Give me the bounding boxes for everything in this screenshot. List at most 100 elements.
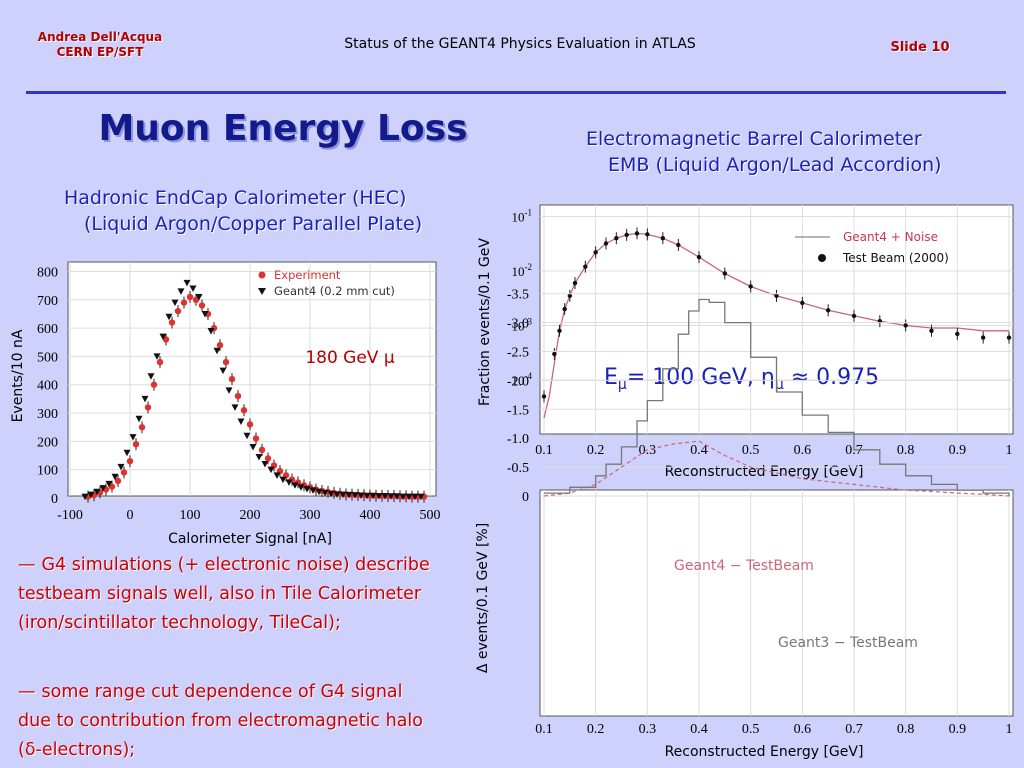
legend-marker-testbeam (818, 254, 826, 262)
experiment-point (180, 299, 188, 306)
testbeam-point (696, 254, 702, 260)
x-tick-label: 500 (420, 508, 441, 523)
geant4-point (267, 466, 275, 474)
hec-plot-area (67, 261, 437, 497)
geant4-point (129, 434, 137, 441)
testbeam-point (929, 328, 934, 333)
y-tick-label: 600 (37, 322, 58, 337)
geant4-point (399, 493, 407, 501)
geant4-point (135, 415, 143, 423)
author-affiliation: CERN EP/SFT (56, 45, 144, 59)
y-tick-label: -2.5 (507, 346, 529, 361)
geant4-point (249, 444, 257, 451)
geant4-point (99, 485, 107, 492)
y-tick-label: -3.5 (507, 288, 529, 303)
x-tick-label: 300 (300, 508, 321, 523)
testbeam-point (851, 313, 857, 319)
geant4-point (387, 493, 395, 500)
geant4-point (273, 472, 281, 479)
bullet-item: — G4 simulations (+ electronic noise) des… (18, 551, 438, 638)
experiment-point (168, 319, 176, 326)
testbeam-point (800, 300, 805, 306)
x-tick-label: 400 (360, 508, 381, 523)
testbeam-point (603, 241, 609, 246)
y-tick-label: 700 (37, 294, 58, 309)
testbeam-point (955, 331, 960, 337)
slide-title: Muon Energy Loss (98, 108, 468, 149)
experiment-point (126, 457, 134, 465)
bullet-text: G4 simulations (+ electronic noise) desc… (18, 555, 430, 633)
x-tick-label: 0.3 (639, 722, 657, 737)
x-tick-label: 0.8 (897, 443, 915, 458)
emb-plot-area (539, 204, 1014, 435)
bullet-dash: — (18, 555, 36, 575)
experiment-point (114, 477, 122, 485)
delta-plot-area (539, 489, 1014, 717)
geant4-point (327, 490, 335, 498)
experiment-point (108, 483, 116, 490)
y-axis-label: Events/10 nA (10, 329, 26, 422)
geant4-point (201, 310, 209, 318)
geant4-point (255, 453, 263, 461)
geant4-point (93, 488, 101, 496)
x-tick-label: 0.8 (897, 722, 915, 737)
experiment-point (144, 404, 152, 411)
y-tick-label: -1.5 (507, 403, 529, 418)
hec-signal-chart: -100 0 100 200 300 400 50001002003004005006007… (10, 261, 441, 547)
experiment-point (252, 435, 260, 442)
geant4-point (225, 387, 233, 394)
testbeam-point (557, 328, 562, 333)
header-title: Status of the GEANT4 Physics Evaluation … (344, 36, 696, 52)
y-tick-label: 10-3 (512, 317, 533, 334)
experiment-point (150, 381, 158, 388)
x-tick-label: 0.2 (587, 722, 605, 737)
geant4-point (195, 293, 203, 301)
author-name: Andrea Dell'Acqua (37, 30, 163, 44)
y-tick-label: 800 (37, 265, 58, 280)
geant4-point (105, 480, 113, 488)
left-subtitle-line-1: Hadronic EndCap Calorimeter (HEC) (64, 187, 407, 209)
x-tick-label: 0.5 (742, 443, 760, 458)
testbeam-point (903, 323, 908, 328)
x-tick-label: 0.9 (949, 722, 967, 737)
y-axis-label: Fraction events/0.1 GeV (477, 238, 493, 406)
experiment-point (264, 455, 272, 462)
legend-label-geant4: Geant4 (0.2 mm cut) (274, 284, 395, 298)
x-axis-label: Calorimeter Signal [nA] (168, 531, 332, 547)
y-tick-label: 400 (37, 379, 58, 394)
testbeam-point (572, 280, 578, 286)
x-tick-label: 1 (1006, 443, 1013, 458)
geant4-point (219, 367, 227, 375)
geant4-point (357, 492, 365, 499)
geant4-point (351, 492, 359, 499)
testbeam-point (774, 293, 779, 299)
geant4-point (375, 493, 383, 500)
geant4-point (261, 461, 269, 468)
geant4-point (141, 395, 149, 403)
bullet-text: some range cut dependence of G4 signal d… (18, 682, 423, 760)
geant4-point (123, 449, 131, 457)
y-tick-label: -2.0 (507, 374, 529, 389)
geant4-point (81, 493, 89, 501)
x-tick-label: 0.1 (535, 443, 553, 458)
x-tick-label: 0.5 (742, 722, 760, 737)
header-divider (26, 91, 1006, 94)
y-tick-label: 0 (522, 490, 529, 505)
x-tick-label: 0.4 (690, 722, 708, 737)
geant4-point (237, 418, 245, 426)
geant4-point (285, 479, 293, 486)
experiment-point (234, 392, 242, 400)
geant4-point (111, 473, 119, 481)
testbeam-point (614, 235, 619, 241)
x-tick-label: 0.9 (949, 443, 967, 458)
x-tick-label: 0.2 (587, 443, 605, 458)
geant4-point (189, 285, 197, 292)
geant4-point (117, 463, 125, 471)
testbeam-point (1006, 335, 1012, 340)
geant4-point (405, 493, 413, 501)
geant4-point (381, 493, 389, 500)
geant4-point (417, 493, 425, 501)
testbeam-point (748, 284, 753, 289)
geant4-point (339, 491, 347, 499)
